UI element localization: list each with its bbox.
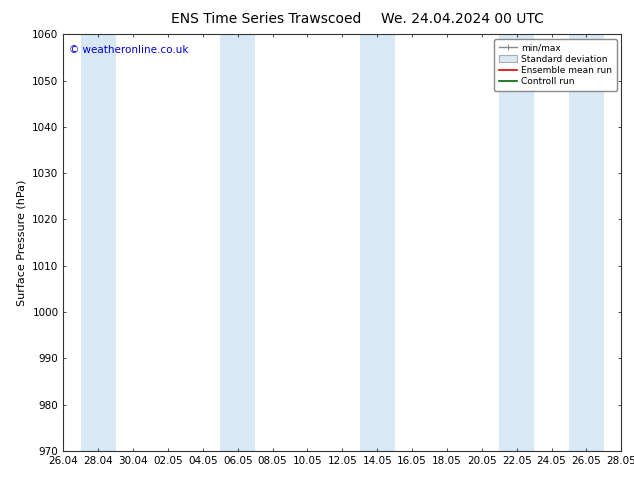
Bar [500, 34, 534, 451]
Bar [81, 34, 116, 451]
Text: © weatheronline.co.uk: © weatheronline.co.uk [69, 45, 188, 55]
Bar [359, 34, 394, 451]
Y-axis label: Surface Pressure (hPa): Surface Pressure (hPa) [16, 179, 27, 306]
Legend: min/max, Standard deviation, Ensemble mean run, Controll run: min/max, Standard deviation, Ensemble me… [495, 39, 617, 91]
Text: ENS Time Series Trawscoed: ENS Time Series Trawscoed [171, 12, 361, 26]
Bar [221, 34, 255, 451]
Bar [569, 34, 604, 451]
Text: We. 24.04.2024 00 UTC: We. 24.04.2024 00 UTC [382, 12, 544, 26]
